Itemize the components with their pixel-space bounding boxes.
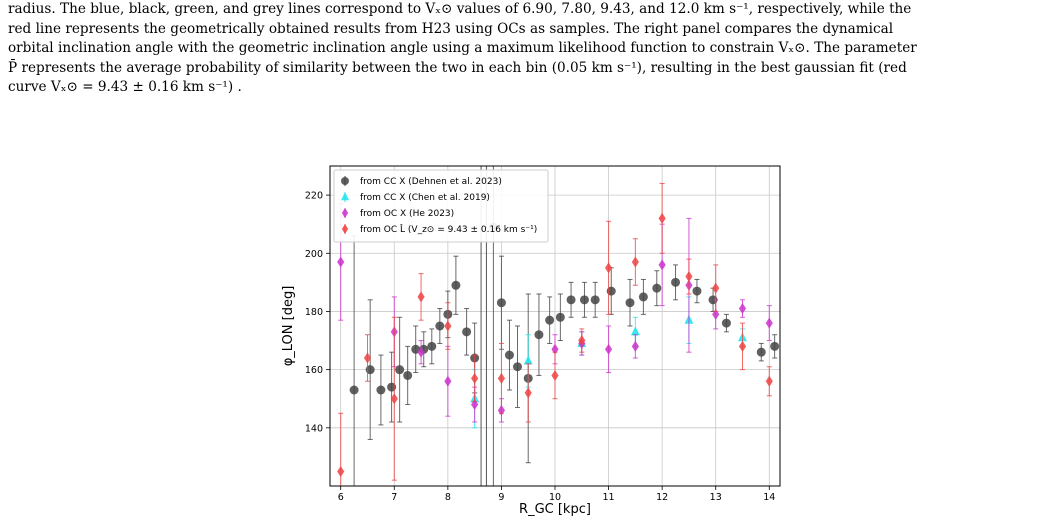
data-point — [349, 385, 359, 395]
figure-caption: radius. The blue, black, green, and grey… — [8, 0, 1048, 98]
data-point — [551, 369, 559, 381]
legend-label: from CC X (Chen et al. 2019) — [360, 193, 490, 203]
y-tick-label: 200 — [305, 249, 323, 260]
caption-line: red line represents the geometrically ob… — [8, 20, 894, 37]
caption-line: radius. The blue, black, green, and grey… — [8, 1, 912, 17]
x-tick-label: 11 — [603, 492, 615, 503]
x-axis-label: R_GC [kpc] — [519, 502, 591, 517]
data-point — [590, 295, 600, 305]
data-point — [738, 340, 747, 352]
data-point — [341, 224, 349, 234]
y-tick-label: 220 — [305, 191, 323, 202]
data-point — [513, 362, 522, 372]
y-tick-label: 160 — [305, 365, 323, 376]
x-tick-label: 13 — [710, 492, 722, 503]
data-point — [770, 341, 780, 351]
data-point — [497, 372, 506, 384]
data-point — [721, 318, 731, 328]
data-point — [578, 335, 586, 347]
legend-label: from CC X (Dehnen et al. 2023) — [360, 177, 502, 187]
data-point — [685, 271, 693, 283]
data-point — [376, 385, 386, 395]
data-point — [625, 298, 635, 308]
data-point — [631, 340, 639, 352]
data-point — [652, 283, 662, 293]
legend: from CC X (Dehnen et al. 2023) from CC X … — [333, 169, 549, 243]
data-point — [462, 327, 472, 337]
legend-box — [333, 169, 549, 243]
data-point — [444, 375, 452, 387]
data-point — [451, 280, 461, 290]
data-point — [579, 295, 589, 305]
y-axis-label: φ_LON [deg] — [281, 286, 296, 367]
data-point — [630, 326, 640, 336]
data-point — [604, 343, 613, 355]
x-tick-label: 10 — [549, 492, 561, 503]
data-point — [523, 355, 533, 365]
scatter-chart: 6 7 8 9 10 11 12 13 14 140 160 180 200 220 R_GC [kpc]… — [281, 165, 781, 517]
data-point — [363, 352, 372, 364]
data-point — [712, 282, 720, 294]
data-point — [638, 292, 648, 302]
data-points — [337, 165, 780, 487]
figure: 6 7 8 9 10 11 12 13 14 140 160 180 200 220 R_GC [kpc]… — [270, 160, 790, 520]
data-point — [765, 317, 773, 329]
caption-line: curve Vₓ⊙ = 9.43 ± 0.16 km s⁻¹) . — [8, 79, 242, 95]
caption-line: P̄ represents the average probability of… — [8, 59, 907, 76]
data-point — [566, 295, 576, 305]
data-point — [337, 256, 345, 268]
data-point — [341, 208, 349, 218]
data-point — [341, 192, 349, 201]
caption-line: orbital inclination angle with the geome… — [8, 40, 917, 56]
data-point — [435, 321, 445, 331]
data-point — [712, 308, 720, 320]
data-point — [341, 177, 349, 185]
data-point — [444, 320, 452, 332]
data-point — [395, 365, 405, 375]
data-point — [604, 262, 613, 274]
data-point — [692, 286, 702, 296]
data-point — [337, 465, 345, 477]
data-point — [658, 259, 666, 271]
legend-label: from OC L̂ (V_z⊙ = 9.43 ± 0.16 km s⁻¹) — [360, 223, 537, 235]
data-point — [524, 387, 532, 399]
y-tick-label: 180 — [305, 307, 323, 318]
y-tick-label: 140 — [305, 423, 323, 434]
x-tick-label: 12 — [656, 492, 668, 503]
data-point — [765, 375, 773, 387]
data-point — [534, 330, 544, 340]
data-point — [756, 347, 766, 357]
data-point — [427, 341, 437, 351]
axes: 6 7 8 9 10 11 12 13 14 140 160 180 200 220 — [305, 191, 775, 503]
data-point — [471, 372, 479, 384]
data-point — [671, 277, 681, 287]
data-point — [504, 350, 514, 360]
data-point — [496, 298, 506, 308]
data-point — [738, 303, 747, 315]
x-tick-label: 9 — [498, 492, 504, 503]
data-point — [555, 312, 565, 322]
x-tick-label: 7 — [391, 492, 397, 503]
legend-label: from OC X (He 2023) — [360, 209, 454, 219]
x-tick-label: 8 — [445, 492, 451, 503]
data-point — [545, 315, 555, 325]
x-tick-label: 6 — [338, 492, 344, 503]
data-point — [658, 212, 666, 224]
data-point — [417, 291, 425, 303]
data-point — [631, 256, 639, 268]
data-point — [403, 370, 413, 380]
x-tick-label: 14 — [763, 492, 775, 503]
